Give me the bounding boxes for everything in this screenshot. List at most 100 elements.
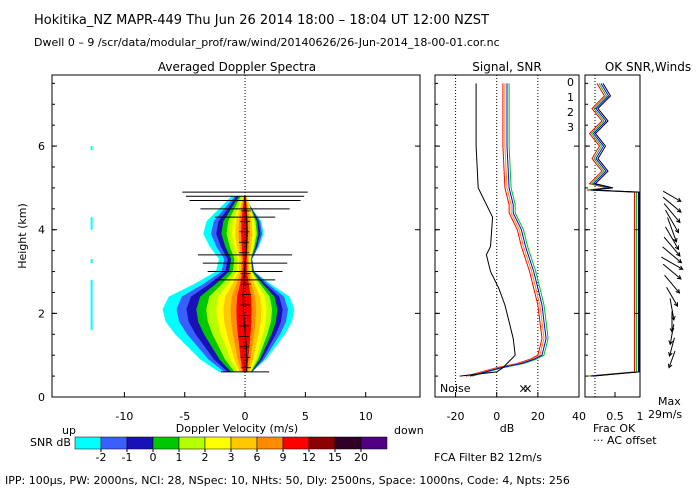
legend-0: 0 — [567, 76, 574, 89]
snr-frame — [434, 74, 580, 398]
wind-vector — [663, 236, 681, 257]
wind-arrowhead — [676, 251, 681, 257]
colorbar-tick-label: 12 — [302, 451, 316, 464]
colorbar: -2 -1 0 1 2 3 6 9 12 15 20 — [74, 436, 388, 464]
wind-arrowhead — [671, 315, 676, 321]
spectra-ytick-label: 6 — [38, 140, 45, 153]
spectra-ytick-label: 0 — [38, 391, 45, 404]
frac-series — [586, 83, 635, 377]
wind-arrowhead — [674, 245, 680, 251]
wind-vector — [661, 256, 683, 270]
snr-series-1 — [467, 83, 545, 377]
colorbar-tick-label: 6 — [254, 451, 261, 464]
colorbar-swatch — [178, 436, 206, 450]
colorbar-swatch — [126, 436, 154, 450]
colorbar-tick-label: 3 — [228, 451, 235, 464]
wind-arrowhead — [676, 208, 682, 213]
wind-vector — [662, 263, 682, 280]
height-axis-label: Height (km) — [16, 203, 29, 269]
frac-ok-label: Frac OK — [593, 422, 636, 435]
colorbar-tick-label: -1 — [122, 451, 133, 464]
colorbar-swatch — [334, 436, 362, 450]
snr-series-2 — [471, 83, 549, 377]
snr-xtick-label: -20 — [447, 410, 465, 423]
noise-marker: × — [523, 382, 533, 396]
spectra-plot — [90, 75, 308, 397]
header-path: Dwell 0 – 9 /scr/data/modular_prof/raw/w… — [34, 36, 500, 49]
wind-arrowhead — [675, 288, 681, 294]
spectra-title: Averaged Doppler Spectra — [158, 60, 316, 74]
wind-vector — [666, 286, 678, 307]
wind-vector — [662, 196, 682, 213]
spectra-xtick-label: 10 — [359, 410, 373, 423]
colorbar-swatch — [230, 436, 258, 450]
max-label: Max — [658, 395, 681, 408]
spectra-artifact — [90, 279, 93, 331]
wind-vector — [662, 190, 682, 202]
spectra-artifact — [90, 146, 93, 151]
velocity-axis-label: Doppler Velocity (m/s) — [176, 422, 298, 435]
colorbar-tick-label: 2 — [202, 451, 209, 464]
noise-marker: × — [518, 382, 528, 396]
legend-1: 1 — [567, 91, 574, 104]
frac-series — [588, 83, 637, 377]
wind-arrowhead — [676, 197, 682, 202]
colorbar-tick-label: 0 — [150, 451, 157, 464]
snr-title: Signal, SNR — [472, 60, 541, 74]
spectra-artifact — [90, 217, 93, 230]
wind-arrowhead — [668, 340, 674, 346]
wind-vector — [665, 226, 679, 250]
spectra-xtick-label: 5 — [302, 410, 309, 423]
colorbar-swatch — [152, 436, 180, 450]
up-label: up — [62, 424, 76, 437]
colorbar-swatch — [256, 436, 284, 450]
wind-vector — [664, 274, 680, 294]
down-label: down — [394, 424, 424, 437]
colorbar-swatch — [308, 436, 336, 450]
colorbar-swatch — [360, 436, 388, 450]
spectra-frame — [51, 74, 421, 398]
spectra-ytick-label: 4 — [38, 224, 45, 237]
colorbar-swatch — [100, 436, 128, 450]
colorbar-swatch — [282, 436, 310, 450]
wind-vector — [663, 203, 681, 223]
spectra-xtick-label: 0 — [242, 410, 249, 423]
wind-arrowhead — [678, 265, 684, 270]
max-value: 29m/s — [648, 408, 682, 421]
winds-title: OK SNR,Winds — [605, 60, 691, 74]
colorbar-label: SNR dB — [30, 436, 71, 449]
snr-plot: ×× — [455, 75, 549, 397]
frac-xtick-label: 1 — [637, 410, 644, 423]
axes-ticks: -10 -5 0 5 10 0 2 4 6 -20 0 20 40 0.5 1 — [38, 82, 644, 423]
snr-xtick-label: 40 — [572, 410, 586, 423]
colorbar-swatch — [74, 436, 102, 450]
wind-vector — [669, 298, 675, 321]
colorbar-tick-label: 9 — [280, 451, 287, 464]
wind-arrowhead — [677, 258, 683, 264]
snr-series-0 — [465, 83, 543, 377]
wind-arrowhead — [676, 218, 681, 224]
wind-vector — [667, 217, 677, 243]
spectra-ytick-label: 2 — [38, 307, 45, 320]
noise-label: Noise — [440, 382, 471, 395]
header-title: Hokitika_NZ MAPR-449 Thu Jun 26 2014 18:… — [34, 13, 489, 28]
frac-frame — [584, 74, 641, 398]
wind-vector — [662, 246, 682, 264]
snr-axis-label: dB — [500, 422, 515, 435]
wind-arrowhead — [676, 275, 682, 280]
wind-arrowhead — [674, 228, 680, 234]
ac-offset-label: ··· AC offset — [593, 434, 657, 447]
filter-label: FCA Filter B2 12m/s — [434, 451, 542, 464]
wind-arrowhead — [669, 328, 675, 333]
snr-series-3 — [469, 83, 547, 377]
wind-plot — [661, 190, 684, 369]
wind-arrowhead — [668, 351, 673, 358]
wind-vector — [665, 209, 679, 233]
colorbar-tick-label: 15 — [328, 451, 342, 464]
legend-2: 2 — [567, 106, 574, 119]
wind-vector — [669, 324, 675, 345]
colorbar-tick-label: -2 — [96, 451, 107, 464]
legend-3: 3 — [567, 121, 574, 134]
